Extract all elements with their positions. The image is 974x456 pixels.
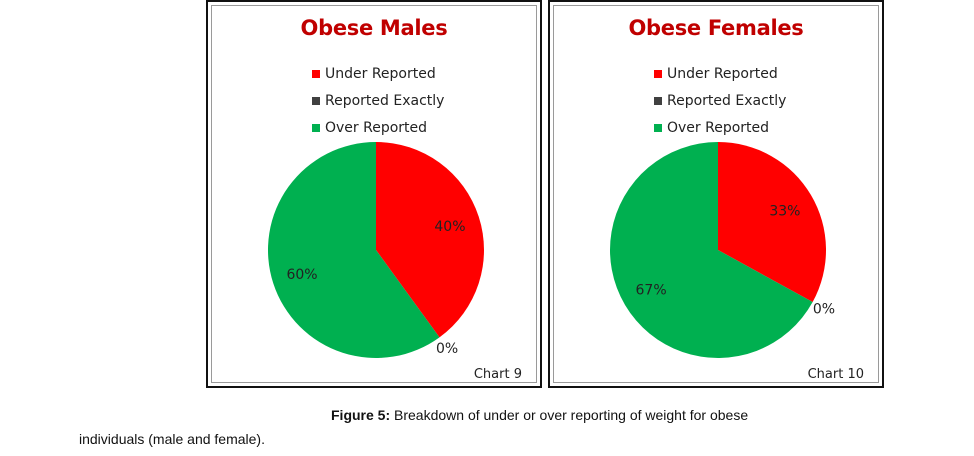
pie-slice-over-reported — [267, 142, 440, 358]
legend-label: Under Reported — [667, 65, 778, 82]
legend-label: Reported Exactly — [325, 92, 445, 109]
chart-inner-border — [211, 5, 537, 383]
figure-caption-continued: individuals (male and female). — [79, 431, 265, 447]
chart-number: Chart 9 — [473, 367, 522, 382]
legend-swatch — [312, 123, 320, 132]
chart-panel-males: Obese Males Under Reported Reported Exac… — [206, 0, 542, 388]
legend-label: Over Reported — [667, 119, 770, 136]
pie-data-label: 40% — [434, 219, 465, 235]
legend-item-over-reported: Over Reported — [312, 114, 444, 141]
legend-swatch — [654, 123, 662, 132]
pie-chart: 40% 0% 60% — [267, 142, 484, 358]
pie-slice-under-reported — [718, 142, 826, 303]
legend-item-under-reported: Under Reported — [312, 60, 444, 87]
legend-swatch — [312, 69, 320, 78]
chart-legend: Under Reported Reported Exactly Over Rep… — [654, 60, 786, 141]
legend-label: Reported Exactly — [667, 92, 787, 109]
legend-item-reported-exactly: Reported Exactly — [654, 87, 786, 114]
chart-legend: Under Reported Reported Exactly Over Rep… — [312, 60, 444, 141]
pie-chart: 33% 0% 67% — [610, 142, 835, 359]
chart-title: Obese Males — [300, 16, 448, 40]
legend-label: Under Reported — [325, 65, 436, 82]
legend-swatch — [654, 69, 662, 78]
legend-swatch — [312, 96, 320, 105]
pie-data-label: 0% — [436, 341, 458, 357]
pie-slice-under-reported — [376, 142, 484, 338]
chart-inner-border — [553, 5, 879, 383]
legend-item-reported-exactly: Reported Exactly — [312, 87, 444, 114]
chart-number: Chart 10 — [807, 367, 864, 382]
pie-data-label: 33% — [769, 203, 800, 219]
figure-caption-label: Figure 5: — [331, 407, 391, 423]
chart-panel-females: Obese Females Under Reported Reported Ex… — [548, 0, 884, 388]
pie-slice-over-reported — [610, 142, 813, 359]
pie-data-label: 67% — [636, 283, 667, 299]
legend-label: Over Reported — [325, 119, 428, 136]
figure-caption: Figure 5: Breakdown of under or over rep… — [331, 407, 748, 423]
pie-data-label: 0% — [813, 301, 835, 317]
legend-swatch — [654, 96, 662, 105]
pie-data-label: 60% — [286, 267, 317, 283]
chart-title: Obese Females — [628, 16, 804, 40]
figure-caption-text: Breakdown of under or over reporting of … — [390, 407, 749, 423]
legend-item-over-reported: Over Reported — [654, 114, 786, 141]
legend-item-under-reported: Under Reported — [654, 60, 786, 87]
